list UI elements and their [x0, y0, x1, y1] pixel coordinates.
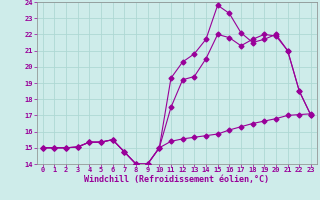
X-axis label: Windchill (Refroidissement éolien,°C): Windchill (Refroidissement éolien,°C) [84, 175, 269, 184]
